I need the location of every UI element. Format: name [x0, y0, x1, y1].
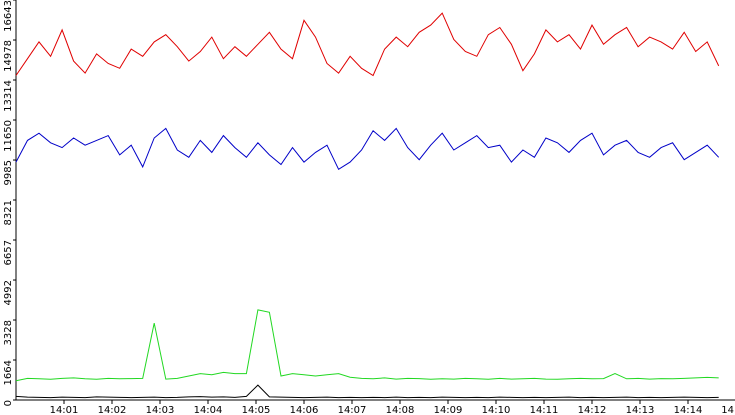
y-tick-label: 14978	[3, 40, 14, 72]
y-tick-label: 16643	[3, 0, 14, 32]
x-tick-label: 14:02	[98, 405, 127, 415]
x-tick-label: 14:05	[242, 405, 271, 415]
x-tick-label: 14:03	[146, 405, 175, 415]
x-tick-label: 14	[721, 405, 734, 415]
y-tick-label: 1664	[3, 360, 14, 385]
y-tick-label: 6657	[3, 240, 14, 265]
y-tick-label: 0	[3, 400, 14, 406]
x-tick-label: 14:12	[578, 405, 607, 415]
series-line	[15, 127, 720, 171]
x-tick-label: 14:07	[338, 405, 367, 415]
series-line	[15, 309, 719, 382]
x-tick-label: 14:10	[482, 405, 511, 415]
y-tick-label: 4992	[3, 280, 14, 305]
x-tick-label: 14:04	[194, 405, 223, 415]
y-tick-label: 8321	[3, 200, 14, 225]
series-line	[15, 12, 720, 77]
y-tick-label: 11650	[3, 120, 14, 152]
x-tick-label: 14:08	[386, 405, 415, 415]
y-tick-label: 3328	[3, 320, 14, 345]
x-tick-label: 14:01	[50, 405, 79, 415]
x-tick-label: 14:09	[434, 405, 463, 415]
x-tick-label: 14:14	[674, 405, 703, 415]
y-tick-label: 9985	[3, 160, 14, 185]
x-tick-label: 14:13	[626, 405, 655, 415]
series-line	[15, 384, 719, 399]
x-tick-label: 14:11	[530, 405, 559, 415]
x-tick-label: 14:06	[290, 405, 319, 415]
y-tick-label: 13314	[3, 80, 14, 112]
